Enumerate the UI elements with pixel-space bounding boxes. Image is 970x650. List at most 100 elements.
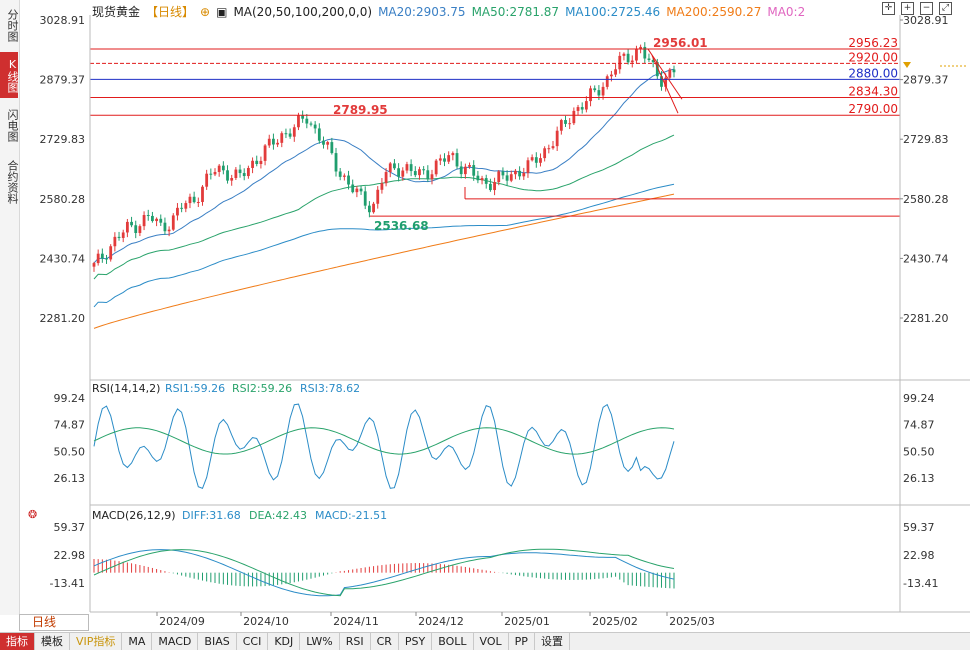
tab-time-share[interactable]: 分时图 xyxy=(6,8,19,42)
zoom-in-icon[interactable]: + xyxy=(901,2,914,15)
ma-toggle-icon[interactable]: ▣ xyxy=(216,5,228,19)
tab-kline[interactable]: K线图 xyxy=(0,52,19,98)
candle-body xyxy=(238,169,242,174)
ma100-line xyxy=(93,183,675,308)
indicator-tab-pp[interactable]: PP xyxy=(509,633,535,650)
candle-body xyxy=(272,138,275,145)
candle-body xyxy=(626,53,630,63)
candle-body xyxy=(184,203,188,209)
candle-body xyxy=(330,142,334,154)
indicator-tab-[interactable]: 模板 xyxy=(35,633,70,650)
chart-toolbar: ✛ + − ⤢ xyxy=(882,2,952,15)
candle-body xyxy=(205,173,209,187)
indicator-tab-cci[interactable]: CCI xyxy=(237,633,269,650)
ma200-value: MA200:2590.27 xyxy=(666,5,762,19)
candle-body xyxy=(668,69,672,78)
instrument-title: 现货黄金 xyxy=(92,5,141,19)
level-tag: 2834.30 xyxy=(848,85,898,99)
x-tick-label: 2024/11 xyxy=(333,615,379,628)
indicator-tab-rsi[interactable]: RSI xyxy=(340,633,371,650)
macd-tick-left: -13.41 xyxy=(50,577,85,590)
candle-body xyxy=(297,115,300,128)
indicator-tab-cr[interactable]: CR xyxy=(371,633,399,650)
indicator-tab-bias[interactable]: BIAS xyxy=(198,633,237,650)
macd-tick-right: 59.37 xyxy=(903,521,935,534)
candle-body xyxy=(505,175,509,181)
x-tick-label: 2025/02 xyxy=(592,615,638,628)
level-tag: 2880.00 xyxy=(848,66,898,80)
candle-body xyxy=(159,218,163,223)
indicator-tab-vip[interactable]: VIP指标 xyxy=(70,633,123,650)
indicator-tab-[interactable]: 设置 xyxy=(535,633,570,650)
crosshair-icon[interactable]: ✛ xyxy=(882,2,895,15)
candle-body xyxy=(121,232,125,238)
indicator-tab-psy[interactable]: PSY xyxy=(399,633,433,650)
x-tick-label: 2025/03 xyxy=(669,615,715,628)
rsi-tick-left: 26.13 xyxy=(54,472,86,485)
rsi-tick-left: 99.24 xyxy=(54,392,86,405)
rsi-label: RSI(14,14,2) xyxy=(92,382,160,395)
candle-body xyxy=(430,174,434,180)
candle-body xyxy=(317,128,321,141)
period-label[interactable]: 【日线】 xyxy=(146,5,195,19)
indicator-tab-ma[interactable]: MA xyxy=(122,633,153,650)
candle-body xyxy=(176,207,179,216)
candle-body xyxy=(292,127,296,137)
tab-contract-info[interactable]: 合约资料 xyxy=(6,160,19,204)
settings-icon[interactable]: ⊕ xyxy=(200,5,211,19)
candle-body xyxy=(630,60,634,63)
candle-body xyxy=(155,218,158,222)
candle-body xyxy=(605,76,609,87)
zoom-out-icon[interactable]: − xyxy=(920,2,933,15)
candle-body xyxy=(347,175,350,185)
candle-body xyxy=(413,171,417,176)
candle-body xyxy=(422,169,426,171)
candle-body xyxy=(655,62,659,77)
indicator-tab-[interactable]: 指标 xyxy=(0,633,35,650)
candle-body xyxy=(180,207,184,209)
candle-body xyxy=(559,120,563,131)
tab-lightning[interactable]: 闪电图 xyxy=(6,108,19,142)
candle-body xyxy=(188,196,192,204)
candle-body xyxy=(514,170,517,175)
candle-body xyxy=(213,171,217,175)
ma100-value: MA100:2725.46 xyxy=(565,5,661,19)
trend-line-1 xyxy=(647,48,683,100)
price-tick-left: 3028.91 xyxy=(40,14,86,27)
indicator-tab-macd[interactable]: MACD xyxy=(152,633,199,650)
candle-body xyxy=(647,58,651,61)
candle-body xyxy=(472,165,476,176)
candle-body xyxy=(489,183,492,191)
price-tick-left: 2729.83 xyxy=(40,133,86,146)
candle-body xyxy=(226,170,229,181)
rsi1-value: RSI1:59.26 xyxy=(165,382,225,395)
candle-body xyxy=(597,90,601,96)
candle-body xyxy=(242,173,246,177)
candle-body xyxy=(230,178,234,181)
indicator-tabs: 指标 模板 VIP指标 MA MACD BIAS CCI KDJ LW% RSI CR PSY BOLL… xyxy=(0,632,970,650)
indicator-tab-boll[interactable]: BOLL xyxy=(432,633,474,650)
candle-body xyxy=(192,196,196,203)
indicator-tab-vol[interactable]: VOL xyxy=(474,633,509,650)
candle-body xyxy=(209,173,213,175)
candle-body xyxy=(138,226,142,234)
candle-body xyxy=(338,171,342,177)
period-selector[interactable]: 日线 xyxy=(19,614,89,631)
candle-body xyxy=(555,130,559,147)
candle-body xyxy=(572,110,576,124)
ma0-value: MA0:2 xyxy=(767,5,806,19)
rsi-tick-right: 99.24 xyxy=(903,392,935,405)
candle-body xyxy=(547,148,551,150)
ma50-line xyxy=(93,134,675,280)
fullscreen-icon[interactable]: ⤢ xyxy=(939,2,952,15)
candle-body xyxy=(109,246,113,260)
macd-hist-value: MACD:-21.51 xyxy=(315,509,387,522)
rsi-tick-right: 26.13 xyxy=(903,472,935,485)
candle-body xyxy=(434,160,438,175)
indicator-tab-kdj[interactable]: KDJ xyxy=(268,633,301,650)
candle-body xyxy=(405,164,409,171)
indicator-tab-lw[interactable]: LW% xyxy=(300,633,340,650)
candle-body xyxy=(171,215,175,230)
candle-body xyxy=(459,166,463,175)
